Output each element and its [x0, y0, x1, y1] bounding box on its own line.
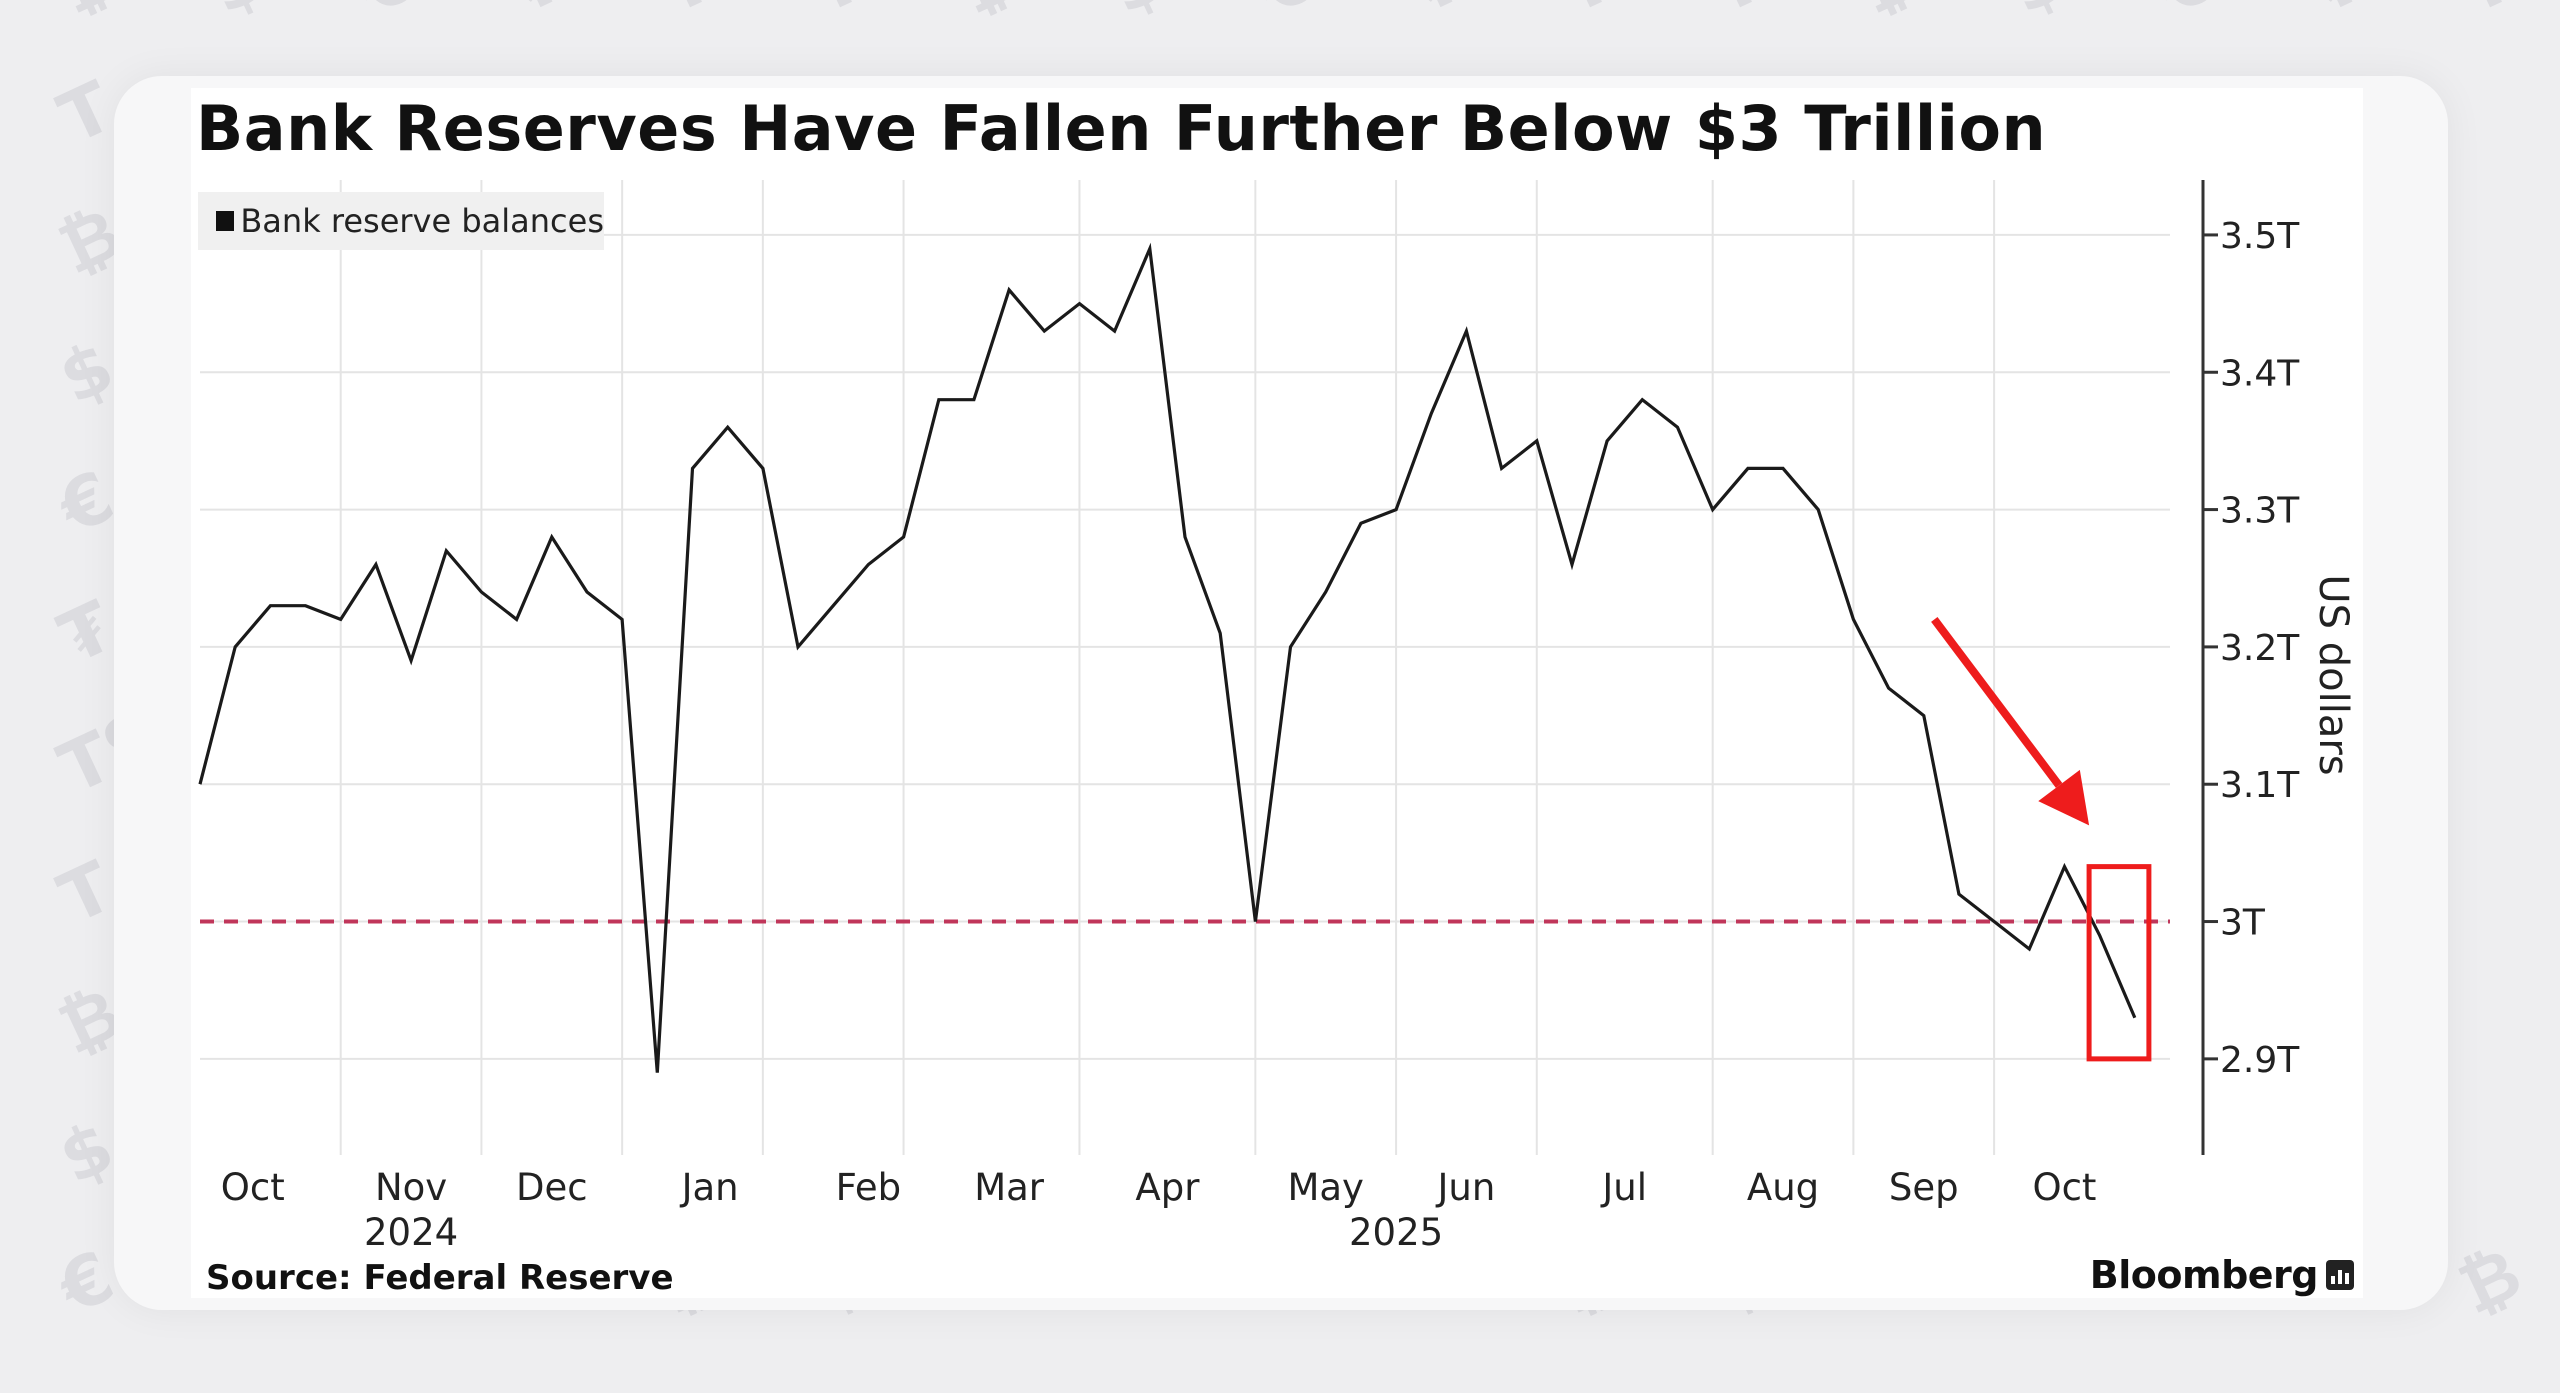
- legend: Bank reserve balances: [198, 192, 604, 250]
- annotation-arrow-head: [2038, 769, 2090, 826]
- x-tick-label: Mar: [974, 1166, 1045, 1209]
- y-tick-label: 3.3T: [2220, 491, 2300, 532]
- x-tick-label: Dec: [516, 1166, 588, 1209]
- bar-chart-icon: [2326, 1260, 2354, 1290]
- y-tick-label: 3.2T: [2220, 628, 2300, 669]
- chart-panel: [191, 88, 2363, 1298]
- x-tick-label: Jun: [1436, 1166, 1496, 1209]
- x-year-label: 2025: [1349, 1211, 1443, 1254]
- y-tick-label: 3.5T: [2220, 216, 2300, 257]
- annotation-arrow-shaft: [1931, 617, 2063, 788]
- x-tick-label: Sep: [1889, 1166, 1959, 1209]
- legend-swatch: [216, 211, 235, 231]
- x-year-label: 2024: [364, 1211, 458, 1254]
- x-tick-label: Nov: [375, 1166, 447, 1209]
- x-tick-label: Oct: [2032, 1166, 2096, 1209]
- legend-label: Bank reserve balances: [240, 202, 604, 240]
- source-note: Source: Federal Reserve: [206, 1258, 674, 1298]
- y-tick-label: 3T: [2220, 903, 2266, 944]
- y-axis-label: US dollars: [2310, 574, 2356, 775]
- x-tick-label: May: [1287, 1166, 1364, 1209]
- x-tick-label: Aug: [1747, 1166, 1819, 1209]
- bloomberg-logo: Bloomberg: [2084, 1250, 2354, 1300]
- y-tick-label: 2.9T: [2220, 1040, 2300, 1081]
- x-tick-label: Apr: [1135, 1166, 1200, 1209]
- annotation-highlight-box: [2086, 864, 2152, 1062]
- y-tick-label: 3.1T: [2220, 765, 2300, 806]
- x-tick-label: Jan: [680, 1166, 739, 1209]
- y-tick-label: 3.4T: [2220, 353, 2300, 394]
- x-tick-label: Jul: [1600, 1166, 1647, 1209]
- brand-name: Bloomberg: [2089, 1253, 2319, 1297]
- chart-title: Bank Reserves Have Fallen Further Below …: [196, 92, 2047, 165]
- series-line-bank-reserve-balances: [198, 242, 2137, 1073]
- x-tick-label: Oct: [221, 1166, 285, 1209]
- x-tick-label: Feb: [836, 1166, 902, 1209]
